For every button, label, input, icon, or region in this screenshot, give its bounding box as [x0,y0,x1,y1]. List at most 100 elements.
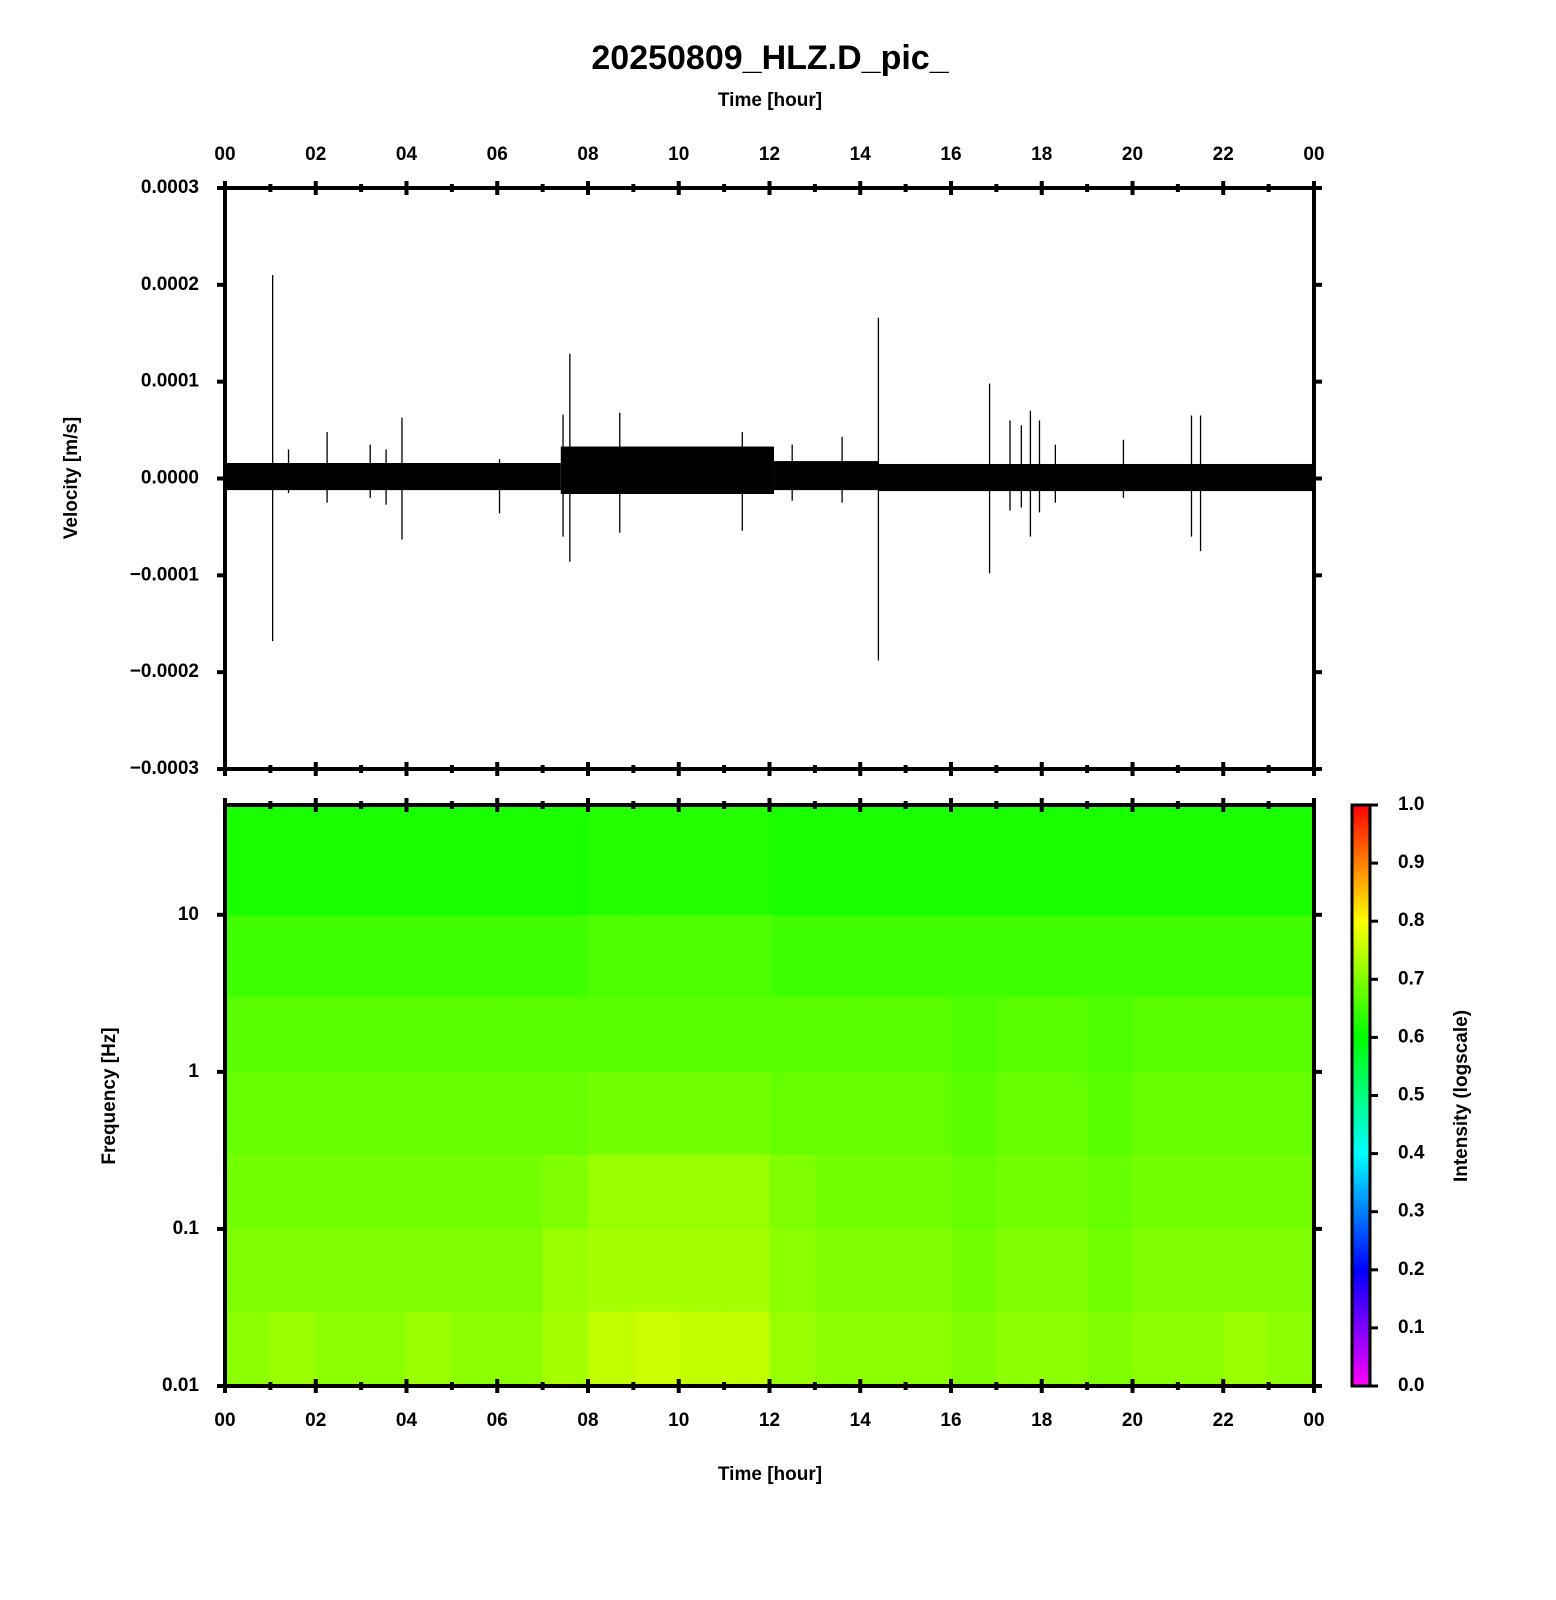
heat-cell [406,1228,453,1312]
heat-cell [1087,1153,1133,1230]
heat-cell [542,996,589,1073]
heat-cell [361,1311,407,1387]
heat-cell [860,996,907,1073]
x-tick-label: 00 [1303,144,1324,165]
heat-cell [1087,1311,1133,1387]
x-tick-label: 06 [487,144,508,165]
heat-cell [1041,805,1088,916]
heat-cell [497,1071,544,1155]
heat-cell [315,1228,362,1312]
colorbar-tick-label: 0.9 [1398,852,1424,873]
heat-cell [633,914,680,998]
noise-band [560,446,775,494]
x-tick-label: 22 [1213,144,1234,165]
colorbar-tick-label: 0.2 [1398,1259,1424,1280]
x-tick-label: 10 [668,144,689,165]
heat-cell [814,805,861,916]
chart-title: 20250809_HLZ.D_pic_ [591,39,949,77]
heat-cell [451,914,498,998]
y-axis-title: Velocity [m/s] [61,417,82,540]
noise-band [774,461,879,491]
heat-cell [497,914,544,998]
heat-cell [588,1153,634,1230]
x-tick-label: 00 [214,144,235,165]
heat-cell [361,1071,407,1155]
heat-cell [724,1228,770,1312]
heat-cell [225,914,271,998]
heat-cell [633,1311,680,1387]
heat-cell [860,1153,907,1230]
heat-cell [996,1153,1043,1230]
y-tick-label: 0.0002 [141,274,199,295]
y-axis-title: Frequency [Hz] [99,1027,120,1164]
heat-cell [905,1311,952,1387]
heat-cell [361,805,407,916]
x-tick-label: 00 [214,1410,235,1431]
heat-cell [588,1228,634,1312]
heat-cell [678,1311,725,1387]
heat-cell [951,1071,997,1155]
x-tick-label: 16 [940,1410,961,1431]
heat-cell [814,1311,861,1387]
x-tick-label: 18 [1031,1410,1052,1431]
heat-cell [996,805,1043,916]
heat-cell [860,1311,907,1387]
heat-cell [814,1153,861,1230]
colorbar-tick-label: 0.1 [1398,1317,1425,1338]
heat-cell [225,1228,271,1312]
x-tick-label: 14 [850,1410,872,1431]
colorbar-tick-label: 0.6 [1398,1026,1424,1047]
colorbar-tick-label: 0.8 [1398,910,1424,931]
heat-cell [905,1228,952,1312]
heat-cell [451,1153,498,1230]
x-tick-label: 08 [577,1410,598,1431]
heat-cell [270,996,317,1073]
heat-cell [1223,1153,1270,1230]
heat-cell [1268,1071,1315,1155]
heat-cell [315,805,362,916]
x-axis-title: Time [hour] [718,90,822,111]
heat-cell [542,1311,589,1387]
heat-cell [769,1153,816,1230]
heat-cell [1177,805,1224,916]
x-tick-label: 12 [759,144,780,165]
heat-cell [361,1228,407,1312]
heat-cell [633,805,680,916]
heat-cell [1223,805,1270,916]
heat-cell [588,996,634,1073]
heat-cell [951,1153,997,1230]
heat-cell [1223,1311,1270,1387]
y-tick-label: 10 [178,904,199,925]
heat-cell [406,1153,453,1230]
noise-band [225,463,561,491]
heat-cell [1268,805,1315,916]
heat-cell [497,996,544,1073]
heat-cell [270,1228,317,1312]
heat-cell [951,805,997,916]
heat-cell [814,914,861,998]
heat-cell [270,1153,317,1230]
heat-cell [406,996,453,1073]
heat-cell [996,1071,1043,1155]
x-tick-label: 20 [1122,144,1143,165]
heat-cell [588,1071,634,1155]
heat-cell [361,914,407,998]
heat-cell [361,996,407,1073]
heat-cell [1087,996,1133,1073]
colorbar-tick-label: 0.3 [1398,1201,1424,1222]
x-tick-label: 14 [850,144,872,165]
heat-cell [451,1311,498,1387]
heat-cell [1177,1228,1224,1312]
heat-cell [361,1153,407,1230]
heat-cell [542,914,589,998]
noise-band [878,463,1314,492]
heat-cell [951,1228,997,1312]
heat-cell [497,1228,544,1312]
heat-cell [588,805,634,916]
y-tick-label: 0.0003 [141,177,199,198]
heat-cell [678,1228,725,1312]
heat-cell [1177,1311,1224,1387]
heat-cell [225,1311,271,1387]
heat-cell [996,996,1043,1073]
